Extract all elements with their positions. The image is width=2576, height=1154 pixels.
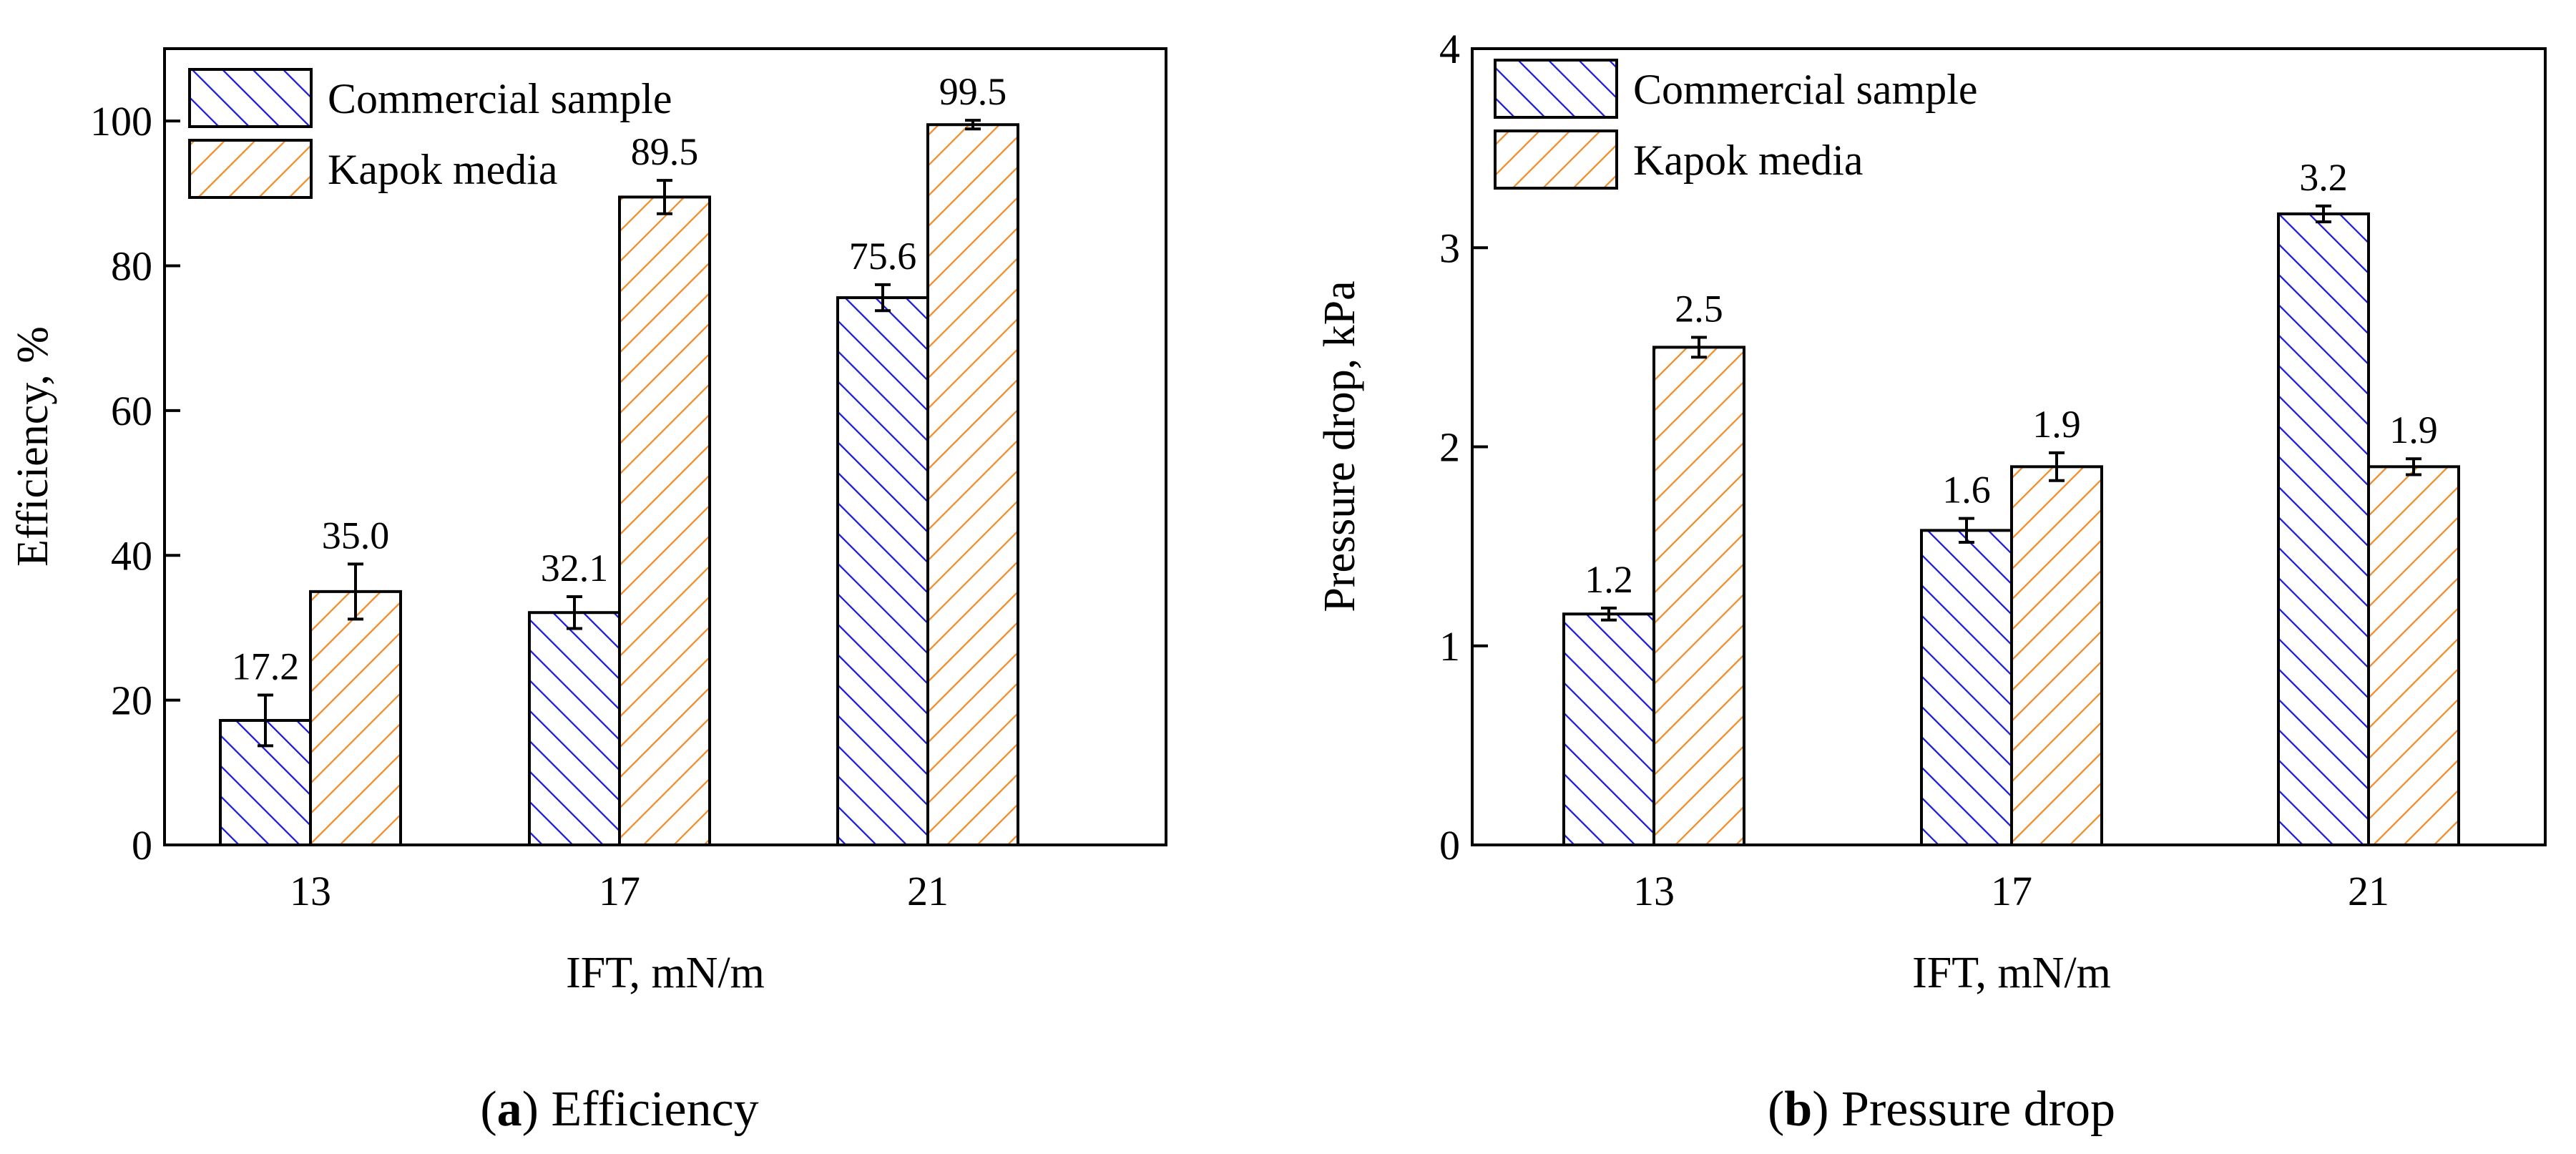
pressure-drop-data-label-commercial: 1.6: [1942, 469, 1991, 512]
efficiency-y-tick-label: 60: [111, 388, 152, 434]
pressure-drop-error-bar-kapok: [2049, 451, 2065, 482]
pressure-drop-data-label-commercial: 1.2: [1585, 558, 1633, 601]
pressure-drop-error-bar-commercial: [2316, 204, 2331, 224]
efficiency-data-label-commercial: 17.2: [232, 645, 300, 688]
efficiency-x-tick-label: 21: [907, 868, 949, 914]
efficiency-legend-label-kapok: Kapok media: [328, 146, 558, 193]
efficiency-x-axis: 13 17 21: [290, 829, 949, 914]
efficiency-legend: Commercial sample Kapok media: [188, 68, 672, 199]
efficiency-legend-swatch-commercial: [188, 68, 313, 128]
efficiency-y-axis: 0 20 40 60 80 100: [90, 98, 180, 869]
pressure-drop-legend: Commercial sample Kapok media: [1494, 59, 1978, 190]
pressure-drop-x-tick-label: 13: [1633, 868, 1675, 914]
efficiency-x-tick-label: 17: [599, 868, 640, 914]
pressure-drop-y-tick-label: 0: [1439, 822, 1460, 869]
efficiency-error-bar-kapok: [965, 119, 981, 131]
pressure-drop-x-axis: 13 17 21: [1633, 829, 2389, 914]
pressure-drop-y-tick-label: 3: [1439, 225, 1460, 271]
pressure-drop-bar-commercial: [2277, 212, 2370, 846]
pressure-drop-error-bar-commercial: [1959, 517, 1974, 544]
efficiency-error-bar-kapok: [657, 179, 672, 215]
efficiency-bar-kapok: [926, 123, 1019, 846]
pressure-drop-bars: 1.2 1.6 3.2 2.5 1.9 1.9: [1562, 156, 2460, 846]
pressure-drop-bar-commercial: [1562, 612, 1655, 846]
efficiency-caption-letter: a: [497, 1082, 522, 1137]
pressure-drop-y-tick-label: 2: [1439, 424, 1460, 471]
efficiency-y-axis-title: Efficiency, %: [9, 326, 57, 567]
pressure-drop-y-axis-title: Pressure drop, kPa: [1316, 280, 1364, 612]
efficiency-legend-label-commercial: Commercial sample: [328, 75, 672, 122]
efficiency-plot-frame: [163, 47, 1167, 846]
efficiency-x-axis-title: IFT, mN/m: [566, 949, 765, 997]
efficiency-data-label-kapok: 99.5: [939, 70, 1007, 113]
pressure-drop-x-tick-label: 21: [2348, 868, 2389, 914]
efficiency-y-tick-label: 100: [90, 98, 152, 145]
pressure-drop-legend-label-kapok: Kapok media: [1633, 137, 1864, 184]
pressure-drop-data-label-commercial: 3.2: [2299, 156, 2348, 199]
pressure-drop-data-label-kapok: 1.9: [2389, 409, 2438, 451]
pressure-drop-x-tick-label: 17: [1991, 868, 2032, 914]
pressure-drop-caption-text: Pressure drop: [1829, 1082, 2115, 1137]
efficiency-bar-kapok: [618, 195, 711, 846]
pressure-drop-caption: (b) Pressure drop: [1768, 1082, 2115, 1137]
efficiency-error-bar-commercial: [875, 283, 891, 313]
efficiency-bar-kapok: [309, 590, 402, 846]
efficiency-y-tick-label: 80: [111, 243, 152, 290]
efficiency-data-label-commercial: 32.1: [541, 547, 609, 590]
pressure-drop-legend-label-commercial: Commercial sample: [1633, 66, 1978, 113]
pressure-drop-caption-letter: b: [1784, 1082, 1812, 1137]
efficiency-bar-commercial: [528, 611, 621, 846]
efficiency-y-tick-label: 40: [111, 532, 152, 579]
efficiency-y-tick-label: 20: [111, 678, 152, 724]
efficiency-data-label-commercial: 75.6: [849, 235, 917, 278]
pressure-drop-y-axis: 0 1 2 3 4: [1439, 26, 1488, 869]
pressure-drop-bar-kapok: [2367, 465, 2460, 846]
pressure-drop-error-bar-kapok: [2406, 457, 2421, 476]
efficiency-legend-swatch-kapok: [188, 139, 313, 199]
efficiency-error-bar-commercial: [567, 595, 582, 630]
efficiency-data-label-kapok: 89.5: [631, 130, 699, 173]
pressure-drop-x-axis-title: IFT, mN/m: [1912, 949, 2111, 997]
pressure-drop-bar-kapok: [1652, 346, 1745, 846]
efficiency-data-label-kapok: 35.0: [322, 514, 390, 557]
efficiency-bars: 17.2 32.1 75.6 35.0 89.5 99.5: [219, 70, 1019, 847]
efficiency-panel: 17.2 32.1 75.6 35.0 89.5 99.5 0 20 40 60 80 100 13…: [9, 47, 1167, 1137]
pressure-drop-legend-swatch-commercial: [1494, 59, 1618, 119]
pressure-drop-error-bar-commercial: [1601, 606, 1617, 622]
efficiency-bar-commercial: [836, 296, 929, 847]
pressure-drop-legend-swatch-kapok: [1494, 129, 1618, 190]
efficiency-caption-text: Efficiency: [539, 1082, 759, 1137]
pressure-drop-error-bar-kapok: [1691, 336, 1707, 359]
pressure-drop-panel: 1.2 1.6 3.2 2.5 1.9 1.9 0 1 2 3 4 13 17 21 IFT, mN/…: [1316, 26, 2547, 1137]
efficiency-caption: (a) Efficiency: [480, 1082, 758, 1137]
efficiency-error-bar-commercial: [258, 693, 273, 748]
efficiency-y-tick-label: 0: [132, 822, 152, 869]
pressure-drop-y-tick-label: 4: [1439, 26, 1460, 72]
efficiency-error-bar-kapok: [348, 562, 363, 621]
pressure-drop-bar-commercial: [1920, 529, 2013, 846]
pressure-drop-bar-kapok: [2010, 465, 2103, 846]
pressure-drop-data-label-kapok: 2.5: [1675, 287, 1723, 330]
efficiency-x-tick-label: 13: [290, 868, 331, 914]
pressure-drop-data-label-kapok: 1.9: [2032, 403, 2081, 446]
pressure-drop-y-tick-label: 1: [1439, 623, 1460, 670]
